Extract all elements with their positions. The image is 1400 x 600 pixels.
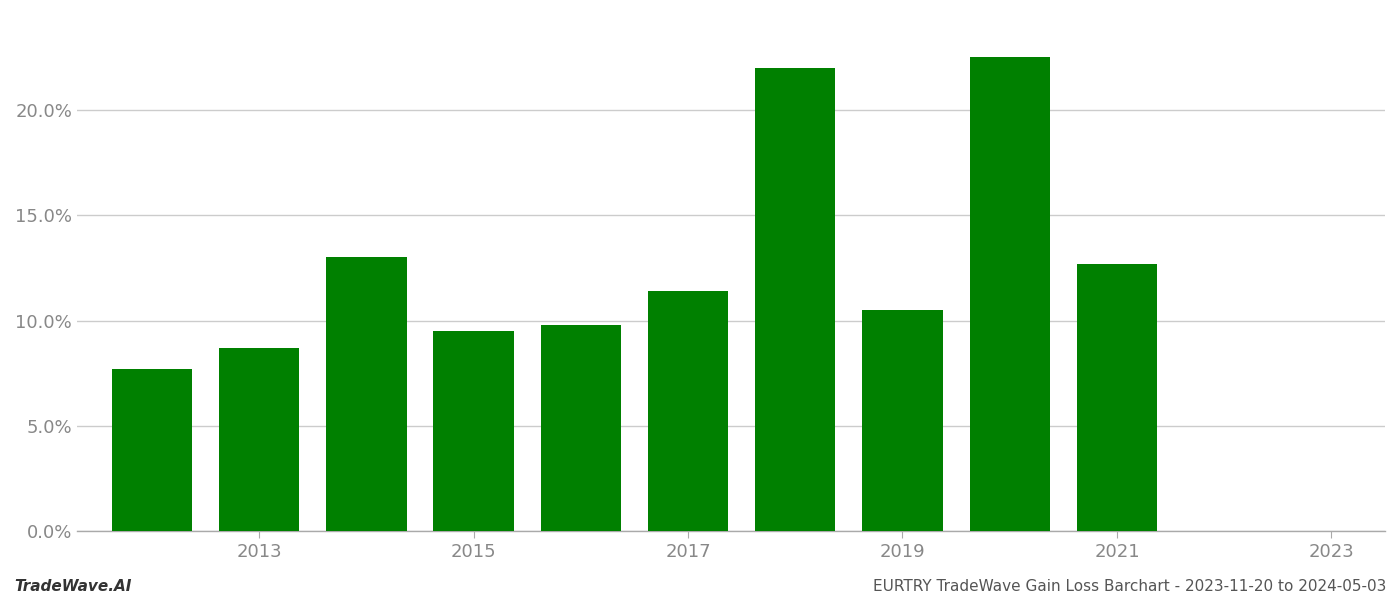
Text: TradeWave.AI: TradeWave.AI xyxy=(14,579,132,594)
Bar xyxy=(540,325,622,531)
Bar xyxy=(434,331,514,531)
Bar xyxy=(862,310,942,531)
Bar xyxy=(1077,263,1158,531)
Bar xyxy=(112,369,192,531)
Bar xyxy=(218,348,300,531)
Bar xyxy=(326,257,406,531)
Text: EURTRY TradeWave Gain Loss Barchart - 2023-11-20 to 2024-05-03: EURTRY TradeWave Gain Loss Barchart - 20… xyxy=(872,579,1386,594)
Bar xyxy=(970,57,1050,531)
Bar xyxy=(648,291,728,531)
Bar xyxy=(755,68,836,531)
